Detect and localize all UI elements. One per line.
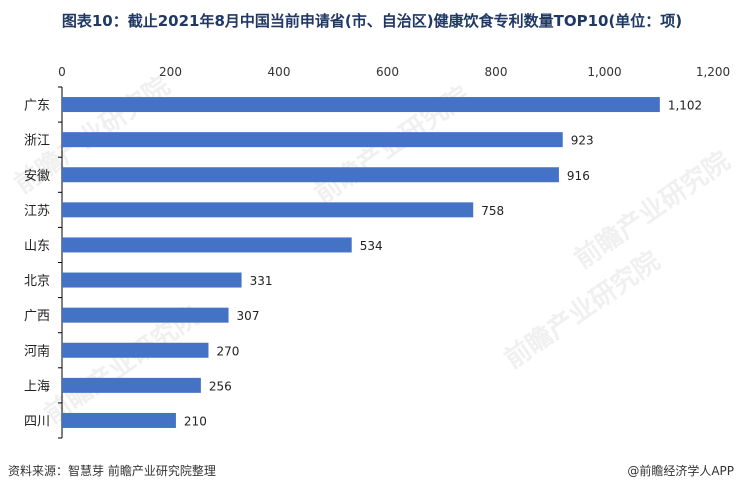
data-label: 758 <box>481 204 504 218</box>
category-label: 安徽 <box>24 169 50 184</box>
x-tick-label: 600 <box>376 65 399 79</box>
x-tick-label: 1,000 <box>587 65 621 79</box>
data-label: 210 <box>184 414 207 428</box>
page-title: 图表10：截止2021年8月中国当前申请省(市、自治区)健康饮食专利数量TOP1… <box>61 12 683 30</box>
category-label: 广西 <box>24 309 50 324</box>
x-tick-label: 1,200 <box>696 65 730 79</box>
x-tick-label: 200 <box>159 65 182 79</box>
bar <box>62 167 559 183</box>
category-label: 河南 <box>24 343 50 359</box>
x-tick-label: 800 <box>485 65 508 79</box>
category-label: 四川 <box>24 414 50 429</box>
data-label: 923 <box>571 134 594 148</box>
data-label: 534 <box>360 239 383 253</box>
x-tick-label: 400 <box>268 65 291 79</box>
data-label: 256 <box>209 379 232 393</box>
bar <box>62 272 242 288</box>
bar <box>62 377 201 393</box>
data-label: 1,102 <box>668 99 702 113</box>
data-label: 307 <box>237 309 260 323</box>
bar <box>62 237 352 253</box>
data-label: 916 <box>567 169 590 183</box>
category-label: 北京 <box>24 274 50 289</box>
bar <box>62 412 176 428</box>
bar <box>62 132 563 148</box>
bar <box>62 307 229 323</box>
category-label: 江苏 <box>24 203 50 219</box>
data-label: 331 <box>250 274 273 288</box>
category-label: 山东 <box>24 239 50 254</box>
bar <box>62 97 660 113</box>
category-label: 上海 <box>24 379 50 394</box>
category-label: 浙江 <box>24 134 50 149</box>
data-label: 270 <box>216 344 239 358</box>
brand-credit: @前瞻经济学人APP <box>627 464 734 478</box>
bar <box>62 202 474 218</box>
x-tick-label: 0 <box>58 65 66 79</box>
category-label: 广东 <box>24 99 50 114</box>
bar <box>62 342 209 358</box>
source-note: 资料来源：智慧芽 前瞻产业研究院整理 <box>8 464 216 478</box>
